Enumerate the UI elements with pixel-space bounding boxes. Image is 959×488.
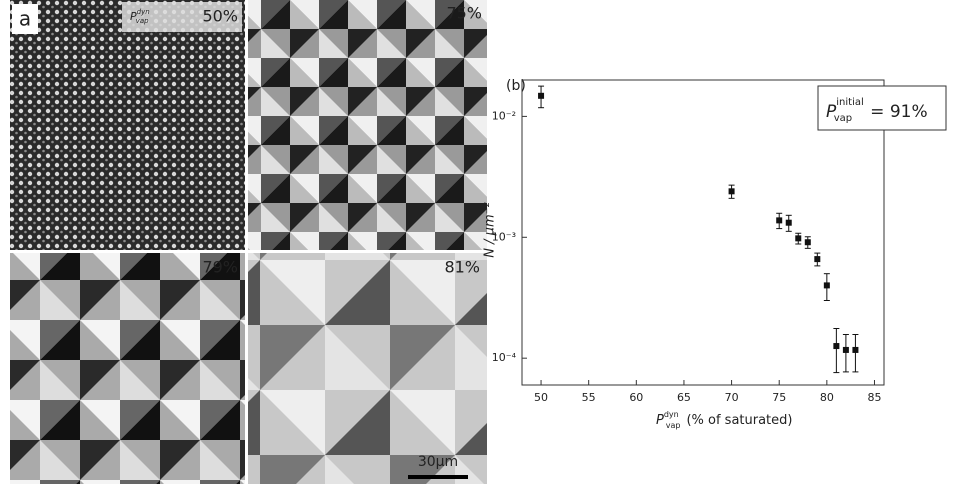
micrograph-79 — [10, 253, 245, 484]
quadrant-label: 81% — [444, 258, 480, 277]
error-bar — [852, 333, 859, 373]
point — [833, 343, 840, 350]
x-tick-label: 65 — [677, 391, 691, 404]
y-axis-label: N / μm⁻² — [483, 202, 498, 257]
annotation-box — [817, 85, 947, 131]
annotation: Pinitial vap = 91% — [826, 97, 928, 124]
point — [728, 188, 735, 195]
x-tick-label: 80 — [820, 391, 834, 404]
x-axis-label: Pdyn vap (% of saturated) — [656, 410, 792, 430]
point — [785, 219, 792, 226]
x-tick-label: 75 — [772, 391, 786, 404]
panel-label: a — [19, 7, 31, 31]
x-tick-label: 85 — [867, 391, 881, 404]
plot-frame — [521, 79, 885, 386]
y-tick-label: 10⁻² — [492, 109, 516, 122]
point — [795, 235, 802, 242]
x-tick-label: 70 — [725, 391, 739, 404]
x-tick-label: 50 — [534, 391, 548, 404]
y-tick-label: 10⁻³ — [492, 230, 516, 243]
x-tick-label: 55 — [582, 391, 596, 404]
label-box — [12, 4, 38, 34]
point — [852, 346, 859, 353]
quadrant-label: 50% — [202, 7, 238, 26]
y-tick-label: 10⁻⁴ — [492, 351, 517, 364]
label-bg — [122, 2, 242, 32]
micrograph-50 — [10, 0, 245, 250]
micrograph-75 — [248, 0, 487, 250]
scale-bar-label: 30μm — [418, 454, 458, 470]
point — [823, 282, 830, 289]
point — [776, 217, 783, 224]
micrograph-81 — [248, 253, 487, 484]
error-bar — [842, 333, 849, 373]
error-bar — [833, 327, 840, 374]
point — [842, 346, 849, 353]
panel-label: (b) — [506, 78, 526, 94]
point — [538, 92, 545, 99]
point — [814, 256, 821, 263]
x-tick-label: 60 — [629, 391, 643, 404]
quadrant-label: 75% — [446, 4, 482, 23]
quadrant-label: 79% — [202, 258, 238, 277]
point — [804, 239, 811, 246]
inset-label: Pdyn vap — [130, 8, 150, 25]
